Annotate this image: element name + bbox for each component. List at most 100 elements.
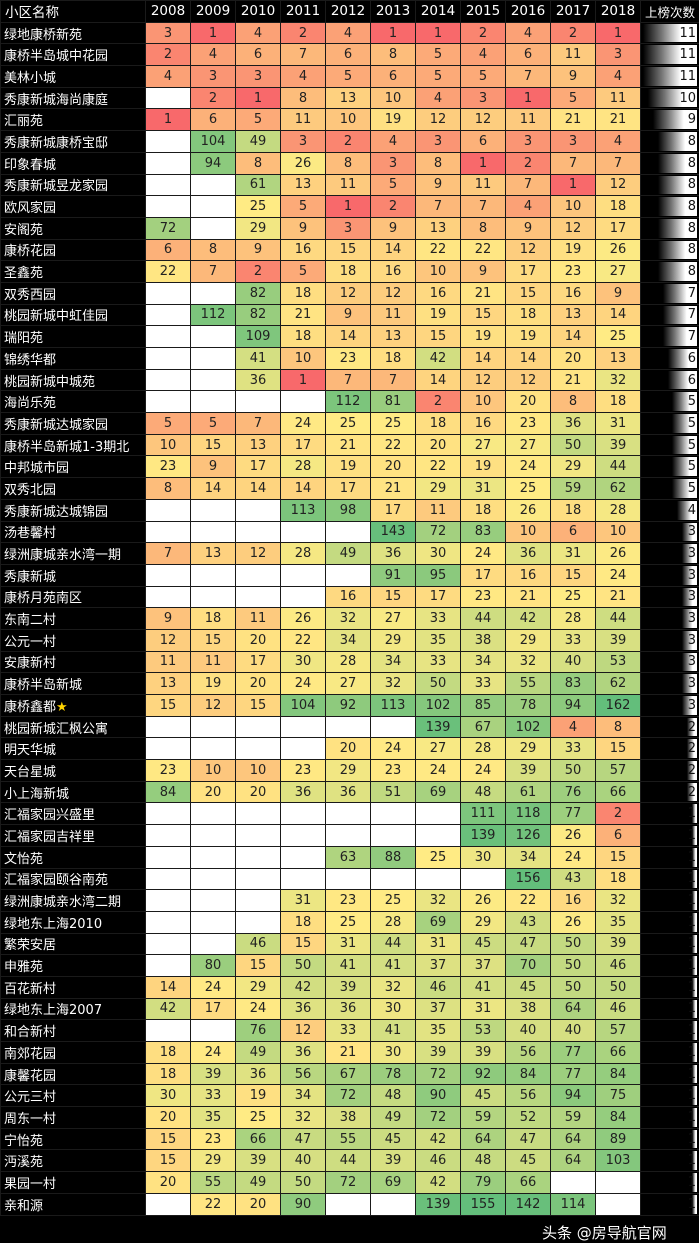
rank-cell-2009: 1 <box>191 22 236 44</box>
rank-cell-2015: 85 <box>461 695 506 717</box>
count-value: 1 <box>688 1175 699 1190</box>
rank-cell-2014: 15 <box>416 326 461 348</box>
rank-cell-2012: 34 <box>326 629 371 651</box>
rank-cell-2015: 64 <box>461 1128 506 1150</box>
appearance-count-cell: 5 <box>641 456 699 478</box>
complex-name: 汤巷馨村 <box>1 521 146 543</box>
rank-cell-2018: 57 <box>596 1020 641 1042</box>
rank-cell-2018: 26 <box>596 543 641 565</box>
rank-cell-2009: 3 <box>191 66 236 88</box>
rank-cell-2015: 9 <box>461 261 506 283</box>
rank-cell-2010: 46 <box>236 933 281 955</box>
rank-cell-2013: 2 <box>371 196 416 218</box>
rank-cell-2008: 18 <box>146 1063 191 1085</box>
rank-cell-2010: 8 <box>236 152 281 174</box>
rank-cell-2009 <box>191 868 236 890</box>
rank-cell-2018: 11 <box>596 87 641 109</box>
count-value: 3 <box>688 676 699 691</box>
count-column-header: 上榜次数 <box>641 1 699 23</box>
year-header-2014: 2014 <box>416 1 461 23</box>
rank-cell-2011 <box>281 716 326 738</box>
rank-cell-2011: 26 <box>281 608 326 630</box>
year-header-2018: 2018 <box>596 1 641 23</box>
rank-cell-2017: 31 <box>551 543 596 565</box>
rank-cell-2009 <box>191 890 236 912</box>
rank-cell-2012: 32 <box>326 608 371 630</box>
rank-cell-2015: 14 <box>461 348 506 370</box>
rank-cell-2008: 11 <box>146 651 191 673</box>
rank-cell-2014: 33 <box>416 608 461 630</box>
rank-cell-2017: 11 <box>551 44 596 66</box>
rank-cell-2010 <box>236 911 281 933</box>
rank-cell-2010: 82 <box>236 282 281 304</box>
appearance-count-cell: 1 <box>641 976 699 998</box>
rank-cell-2017: 14 <box>551 326 596 348</box>
rank-cell-2008 <box>146 348 191 370</box>
rank-cell-2017: 13 <box>551 304 596 326</box>
rank-cell-2010: 11 <box>236 608 281 630</box>
rank-cell-2009 <box>191 564 236 586</box>
rank-cell-2008 <box>146 803 191 825</box>
rank-cell-2013: 36 <box>371 543 416 565</box>
rank-cell-2013: 21 <box>371 478 416 500</box>
rank-cell-2012: 49 <box>326 543 371 565</box>
appearance-count-cell: 1 <box>641 998 699 1020</box>
rank-cell-2012 <box>326 521 371 543</box>
rank-cell-2017: 83 <box>551 673 596 695</box>
rank-cell-2016: 9 <box>506 217 551 239</box>
rank-cell-2018: 1 <box>596 22 641 44</box>
rank-cell-2011: 18 <box>281 911 326 933</box>
rank-cell-2010 <box>236 564 281 586</box>
rank-cell-2010 <box>236 738 281 760</box>
rank-cell-2017: 33 <box>551 629 596 651</box>
rank-cell-2013: 6 <box>371 66 416 88</box>
rank-cell-2014: 35 <box>416 1020 461 1042</box>
rank-cell-2014: 46 <box>416 976 461 998</box>
rank-cell-2018: 62 <box>596 478 641 500</box>
rank-cell-2015: 22 <box>461 239 506 261</box>
appearance-count-cell: 8 <box>641 131 699 153</box>
rank-cell-2018: 12 <box>596 174 641 196</box>
rank-cell-2010 <box>236 825 281 847</box>
count-value: 7 <box>688 307 699 322</box>
complex-name: 小上海新城 <box>1 781 146 803</box>
rank-cell-2008 <box>146 131 191 153</box>
rank-cell-2018: 10 <box>596 521 641 543</box>
rank-cell-2009 <box>191 391 236 413</box>
rank-cell-2015: 6 <box>461 131 506 153</box>
rank-cell-2011: 47 <box>281 1128 326 1150</box>
rank-cell-2018: 18 <box>596 868 641 890</box>
rank-cell-2010: 15 <box>236 695 281 717</box>
rank-cell-2008: 15 <box>146 1150 191 1172</box>
rank-cell-2011: 32 <box>281 1107 326 1129</box>
rank-cell-2017: 25 <box>551 586 596 608</box>
rank-cell-2018: 162 <box>596 695 641 717</box>
appearance-count-cell: 1 <box>641 1020 699 1042</box>
complex-name: 秀康新城达城家园 <box>1 413 146 435</box>
rank-cell-2013: 81 <box>371 391 416 413</box>
rank-cell-2013: 8 <box>371 44 416 66</box>
complex-name: 印象春城 <box>1 152 146 174</box>
rank-cell-2014: 24 <box>416 760 461 782</box>
rank-cell-2010: 39 <box>236 1150 281 1172</box>
appearance-count-cell: 1 <box>641 955 699 977</box>
rank-cell-2018: 31 <box>596 413 641 435</box>
rank-cell-2011: 10 <box>281 348 326 370</box>
rank-cell-2008 <box>146 846 191 868</box>
count-value: 4 <box>688 503 699 518</box>
rank-cell-2015: 10 <box>461 391 506 413</box>
rank-cell-2008 <box>146 868 191 890</box>
rank-cell-2014: 5 <box>416 44 461 66</box>
rank-cell-2014: 42 <box>416 348 461 370</box>
rank-cell-2018: 21 <box>596 586 641 608</box>
complex-name: 康桥半岛城中花园 <box>1 44 146 66</box>
